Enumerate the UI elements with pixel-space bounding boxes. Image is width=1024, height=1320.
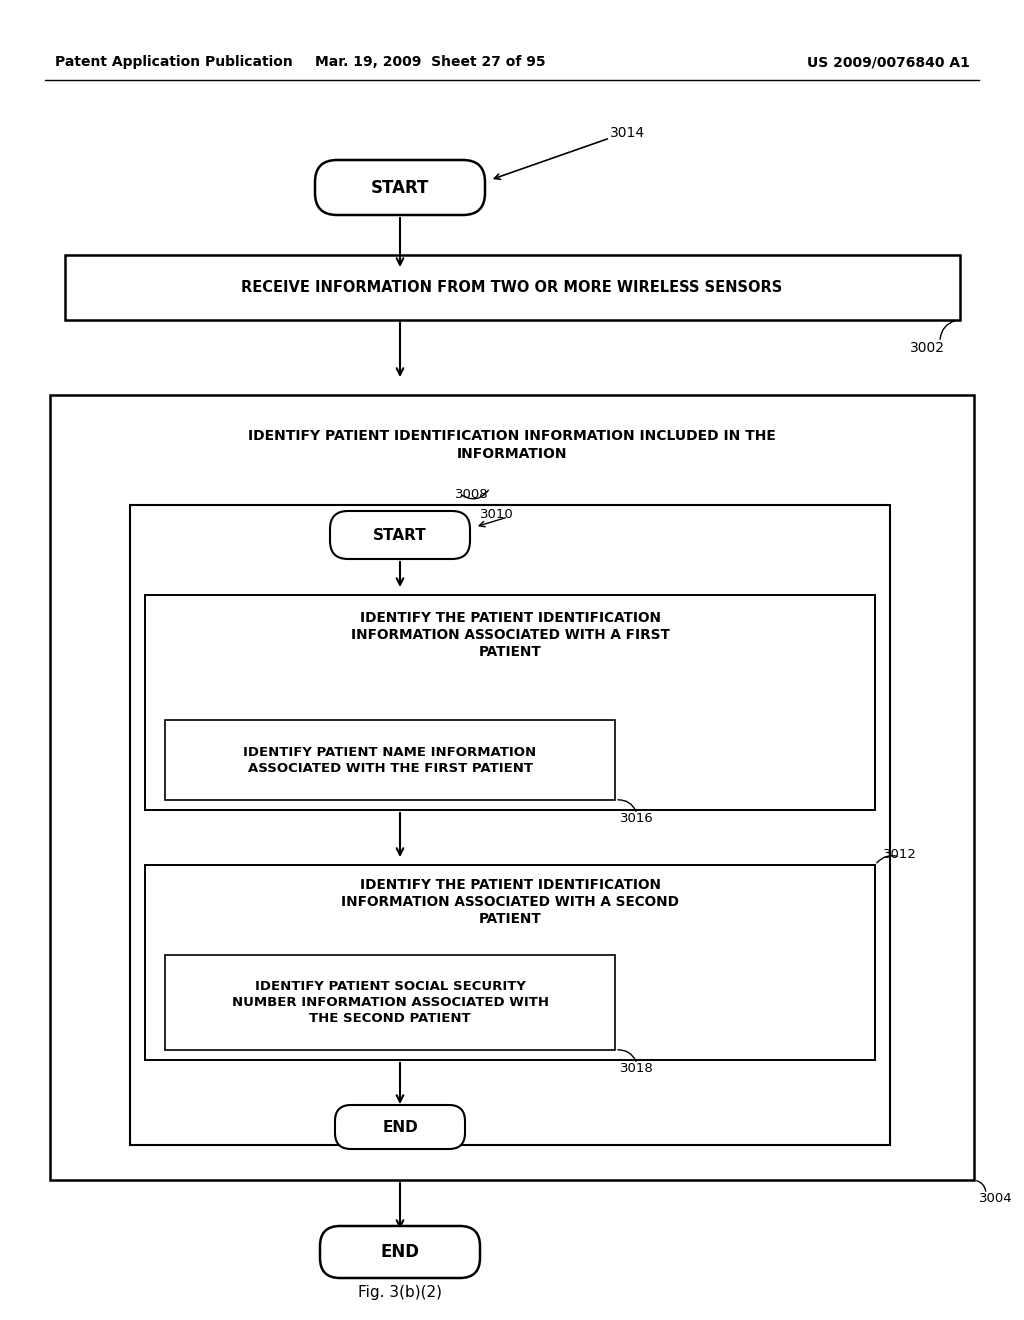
Text: 3012: 3012: [883, 849, 916, 862]
Text: 3016: 3016: [620, 812, 653, 825]
Text: END: END: [381, 1243, 420, 1261]
Text: 3002: 3002: [910, 341, 945, 355]
FancyBboxPatch shape: [330, 511, 470, 558]
Text: START: START: [371, 180, 429, 197]
Text: RECEIVE INFORMATION FROM TWO OR MORE WIRELESS SENSORS: RECEIVE INFORMATION FROM TWO OR MORE WIR…: [242, 281, 782, 296]
FancyBboxPatch shape: [335, 1105, 465, 1148]
FancyBboxPatch shape: [145, 865, 874, 1060]
Text: IDENTIFY PATIENT IDENTIFICATION INFORMATION INCLUDED IN THE
INFORMATION: IDENTIFY PATIENT IDENTIFICATION INFORMAT…: [248, 429, 776, 461]
Text: 3018: 3018: [620, 1061, 653, 1074]
Text: END: END: [382, 1119, 418, 1134]
Text: Fig. 3(b)(2): Fig. 3(b)(2): [358, 1284, 442, 1299]
FancyBboxPatch shape: [50, 395, 974, 1180]
Text: 3014: 3014: [610, 125, 645, 140]
Text: 3008: 3008: [455, 488, 488, 502]
FancyBboxPatch shape: [315, 160, 485, 215]
FancyBboxPatch shape: [65, 255, 961, 319]
Text: IDENTIFY PATIENT NAME INFORMATION
ASSOCIATED WITH THE FIRST PATIENT: IDENTIFY PATIENT NAME INFORMATION ASSOCI…: [244, 746, 537, 775]
Text: 3010: 3010: [480, 508, 514, 521]
FancyBboxPatch shape: [165, 719, 615, 800]
Text: Mar. 19, 2009  Sheet 27 of 95: Mar. 19, 2009 Sheet 27 of 95: [314, 55, 546, 69]
FancyBboxPatch shape: [130, 506, 890, 1144]
Text: START: START: [373, 528, 427, 543]
Text: IDENTIFY PATIENT SOCIAL SECURITY
NUMBER INFORMATION ASSOCIATED WITH
THE SECOND P: IDENTIFY PATIENT SOCIAL SECURITY NUMBER …: [231, 981, 549, 1026]
Text: IDENTIFY THE PATIENT IDENTIFICATION
INFORMATION ASSOCIATED WITH A FIRST
PATIENT: IDENTIFY THE PATIENT IDENTIFICATION INFO…: [350, 611, 670, 659]
Text: US 2009/0076840 A1: US 2009/0076840 A1: [807, 55, 970, 69]
FancyBboxPatch shape: [319, 1226, 480, 1278]
Text: 3004: 3004: [979, 1192, 1013, 1204]
Text: IDENTIFY THE PATIENT IDENTIFICATION
INFORMATION ASSOCIATED WITH A SECOND
PATIENT: IDENTIFY THE PATIENT IDENTIFICATION INFO…: [341, 878, 679, 927]
FancyBboxPatch shape: [165, 954, 615, 1049]
FancyBboxPatch shape: [145, 595, 874, 810]
Text: Patent Application Publication: Patent Application Publication: [55, 55, 293, 69]
